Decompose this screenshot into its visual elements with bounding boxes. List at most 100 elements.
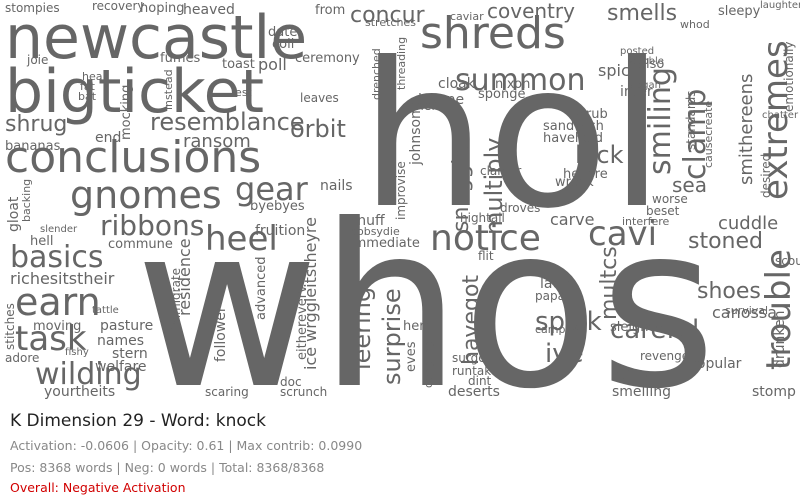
word-careful2: sea [672,173,707,197]
word-runtake: runtake [452,364,498,378]
word-stompies: stompies [5,1,60,15]
word-ive: ive [545,339,584,369]
word-summon: summon [455,63,585,98]
word-survival: survival [725,304,768,317]
word-cuddle: cuddle [718,213,778,234]
word-whod: whod [680,18,710,31]
word-nixon: nixon [495,77,530,92]
word-coil: coil [272,37,294,52]
word-emotionally: emotionally [782,41,796,112]
dimension-title: K Dimension 29 - Word: knock [10,411,266,431]
word-popular: popular [688,356,742,372]
word-sandwich: sandwich [543,119,604,134]
word-flit: flit [478,249,494,263]
word-heel: heel [205,219,278,259]
word-basics: basics [10,240,104,275]
word-bananas: bananas [5,139,61,154]
word-resemblance: resemblance [150,108,305,136]
word-residence: residence [175,238,194,316]
word-stomp: stomp [752,384,796,400]
word-hell: hell [30,234,53,249]
word-extremes: extremes [756,40,796,200]
word-laughter: laughter [760,0,800,11]
word-hol: hol [360,20,665,253]
word-end: end [95,130,121,146]
word-clamor: clamor [480,164,521,178]
word-stern: stern [112,346,148,362]
word-wilding: wilding [35,357,142,392]
word-caviar: caviar [450,10,484,23]
word-welfare: welfare [95,359,147,375]
word-ransom: ransom [183,131,251,152]
word-backing: backing [20,179,33,222]
word-doc: doc [280,375,302,389]
word-whos: whos [135,177,717,400]
word-poll: poll [258,55,287,74]
word-snuff: snuff [350,213,385,229]
word-lack: lack [575,141,624,169]
word-chatter: chatter [762,110,799,121]
word-earn: earn [15,280,101,324]
word-fat: fat [80,80,96,93]
word-bigticket: bigticket [5,57,264,127]
word-sponge: sponge [478,87,525,102]
word-shreds: shreds [420,8,566,59]
word-from: from [315,3,345,18]
word-itstheir: itstheir [58,269,115,288]
word-hightail: hightail [460,211,505,225]
word-inter: inter [620,84,653,100]
word-concur: concur [350,3,426,28]
word-multcs: multcs [597,246,622,320]
word-beset: beset [646,204,680,218]
word-herb: herb [403,319,433,334]
word-joie: joie [26,53,48,67]
word-toast: toast [222,57,255,72]
word-multiply: multiply [480,138,508,235]
word-stitches: stitches [3,303,17,350]
word-cloud: whos hol newcastle bigticket conclusions… [3,0,800,400]
word-conclusions: conclusions [5,132,261,183]
word-hear: hear [82,70,107,83]
word-count-stats: Pos: 8368 words | Neg: 0 words | Total: … [10,460,325,475]
word-coventry: coventry [487,0,575,23]
word-scrunch: scrunch [280,385,327,399]
word-papa: papa [535,289,565,303]
word-mocking: mocking [119,85,134,140]
word-bobsydie: bobsydie [350,225,400,238]
word-atinto: atinto [612,368,653,384]
word-causecreate: causecreate [702,101,715,168]
word-carve: carve [550,210,595,229]
word-hellfire: hellfire [563,167,608,182]
word-smells: smells [607,1,677,26]
activation-stats: Activation: -0.0606 | Opacity: 0.61 | Ma… [10,438,363,453]
word-threading: threading [395,37,408,90]
word-smiling: smiling [643,67,678,175]
word-fruition: fruition [255,223,305,239]
word-surprise: surprise [378,288,406,385]
word-campus: campus [535,323,578,336]
word-surge: surge [452,351,486,365]
word-fishy: fishy [65,347,89,358]
word-gear: gear [235,170,309,208]
word-leaves: leaves [300,91,339,105]
word-grief: grief [408,99,436,113]
word-droves: droves [500,201,540,215]
word-posted: posted [620,46,654,57]
word-byebyes: byebyes [250,199,305,214]
word-clamp: clamp [678,89,713,180]
word-smithereens: smithereens [736,74,757,185]
overall-activation-label: Overall: Negative Activation [10,480,186,495]
word-deserts: deserts [448,384,500,400]
word-johnson: johnson [408,110,424,166]
word-slogan: slogan [628,80,661,91]
word-scour: scour [775,254,800,268]
word-icewriggle: ice wrggleitstheyre [301,217,320,370]
word-havegot: havegot [459,275,484,365]
word-stoned: stoned [688,229,763,254]
word-ribbons: ribbons [100,209,204,242]
word-cavi: cavi [588,214,657,254]
word-wobble: wobble [628,56,664,67]
word-spic: spic [598,61,630,80]
word-advanced: advanced [254,256,269,320]
word-leering: leering [348,287,376,370]
